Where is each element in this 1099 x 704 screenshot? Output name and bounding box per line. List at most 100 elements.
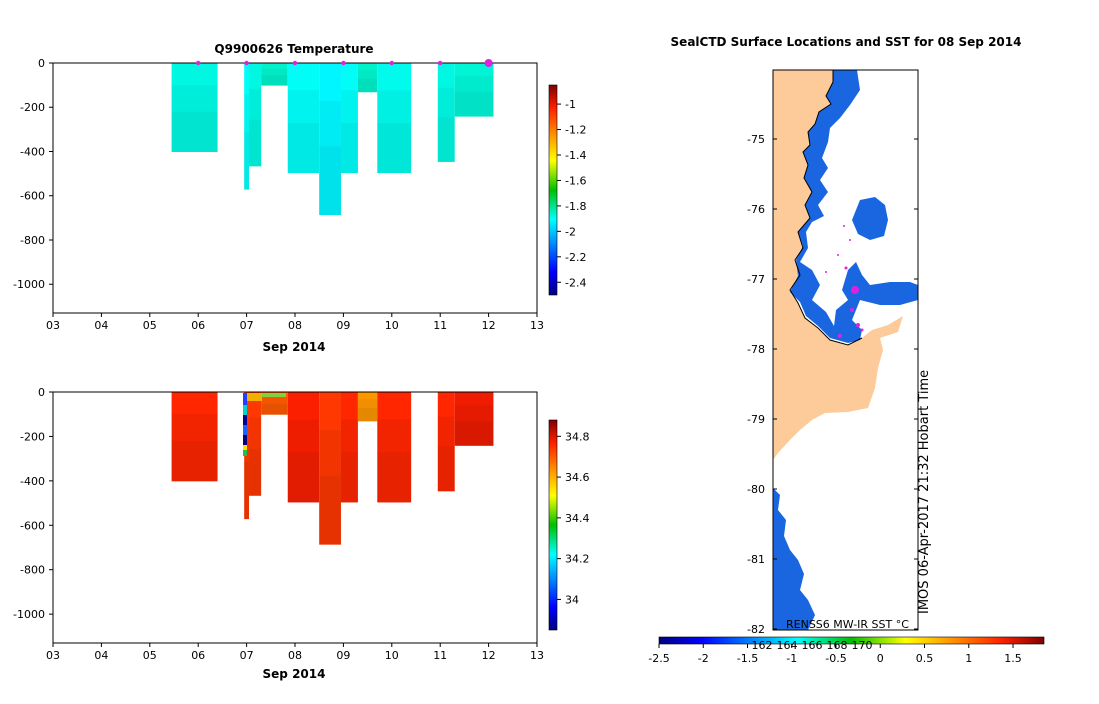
colorbar-tick-label: -2 xyxy=(565,225,576,238)
y-tick-label: -200 xyxy=(20,101,45,114)
profile-bar xyxy=(319,63,341,216)
profile-bar xyxy=(437,63,455,162)
coastline xyxy=(789,70,863,346)
map-panel: SealCTD Surface Locations and SST for 08… xyxy=(648,35,1045,665)
lat-tick-label: -81 xyxy=(747,553,765,566)
sst-tick-label: -1.5 xyxy=(737,652,758,665)
x-tick-label: 05 xyxy=(143,319,157,332)
y-tick-label: -400 xyxy=(20,475,45,488)
lat-tick-label: -75 xyxy=(747,133,765,146)
y-tick-label: -800 xyxy=(20,234,45,247)
sst-tick-label: 1 xyxy=(965,652,972,665)
x-tick-label: 07 xyxy=(240,649,254,662)
x-tick-label: 03 xyxy=(46,649,60,662)
lat-tick-label: -80 xyxy=(747,483,765,496)
profile-bar xyxy=(340,63,358,174)
x-tick-label: 04 xyxy=(94,319,108,332)
profile-bar xyxy=(319,392,341,545)
x-tick-label: 12 xyxy=(482,319,496,332)
salinity-y-ticks: 0 -200 -400 -600 -800 -1000 xyxy=(13,386,53,621)
colorbar-tick-label: -1.6 xyxy=(565,174,586,187)
map-frame xyxy=(772,69,919,631)
sst-tick-label: -0.5 xyxy=(825,652,846,665)
surface-marker xyxy=(244,60,249,66)
sst-tick-label: 1.5 xyxy=(1004,652,1022,665)
salinity-x-ticks: 03 04 05 06 07 08 09 10 11 12 13 xyxy=(46,643,544,662)
x-tick-label: 12 xyxy=(482,649,496,662)
lat-tick-label: -82 xyxy=(747,623,765,636)
sst-tick-label: -1 xyxy=(786,652,797,665)
surface-marker xyxy=(292,60,298,66)
x-tick-label: 07 xyxy=(240,319,254,332)
sst-inner-tick-label: 170 xyxy=(852,639,873,652)
map-colorbar-inner-ticks: 162 164 166 168 170 xyxy=(752,639,873,652)
colorbar-tick-label: 34.2 xyxy=(565,553,590,566)
temperature-x-label: Sep 2014 xyxy=(263,340,326,354)
y-tick-label: -1000 xyxy=(13,608,45,621)
map-title: SealCTD Surface Locations and SST for 08… xyxy=(671,35,1022,49)
y-tick-label: 0 xyxy=(38,57,45,70)
x-tick-label: 10 xyxy=(385,649,399,662)
sea-ice-coast xyxy=(790,70,918,343)
sst-inner-tick-label: 162 xyxy=(752,639,773,652)
x-tick-label: 10 xyxy=(385,319,399,332)
lat-tick-label: -77 xyxy=(747,273,765,286)
y-tick-label: 0 xyxy=(38,386,45,399)
surface-marker xyxy=(341,60,346,66)
temperature-title: Q9900626 Temperature xyxy=(214,42,373,56)
salinity-colorbar-ticks: 34.8 34.6 34.4 34.2 34 xyxy=(557,430,590,606)
profile-bar xyxy=(171,63,218,152)
map-area xyxy=(772,69,919,631)
sst-tick-label: -2 xyxy=(698,652,709,665)
y-tick-label: -600 xyxy=(20,190,45,203)
map-colorbar xyxy=(658,636,1045,645)
temperature-profiles xyxy=(171,63,494,216)
temperature-colorbar xyxy=(548,84,558,296)
profile-bar xyxy=(287,392,320,503)
x-tick-label: 11 xyxy=(433,319,447,332)
y-tick-label: -800 xyxy=(20,564,45,577)
colorbar-tick-label: -2.2 xyxy=(565,251,586,264)
x-tick-label: 08 xyxy=(288,649,302,662)
x-tick-label: 03 xyxy=(46,319,60,332)
salinity-x-label: Sep 2014 xyxy=(263,667,326,681)
x-tick-label: 09 xyxy=(336,649,350,662)
sst-tick-label: -2.5 xyxy=(648,652,669,665)
profile-bar xyxy=(357,63,378,93)
salinity-profiles xyxy=(171,392,494,545)
map-lat-ticks: -75 -76 -77 -78 -79 -80 -81 -82 xyxy=(747,133,918,636)
temperature-panel: Q9900626 Temperature 03 04 05 06 07 08 09 10 11 1… xyxy=(13,42,586,354)
surface-marker xyxy=(438,60,443,66)
profile-bar xyxy=(377,392,412,503)
y-tick-label: -600 xyxy=(20,519,45,532)
x-tick-label: 13 xyxy=(530,649,544,662)
polynya-patch xyxy=(852,197,888,240)
surface-marker xyxy=(196,60,201,66)
salinity-panel: 03 04 05 06 07 08 09 10 11 12 13 0 -200 -400 -600 -800… xyxy=(13,386,589,681)
sst-inner-tick-label: 166 xyxy=(802,639,823,652)
x-tick-label: 11 xyxy=(433,649,447,662)
y-tick-label: -200 xyxy=(20,430,45,443)
seal-ctd-locations xyxy=(825,225,864,338)
x-tick-label: 09 xyxy=(336,319,350,332)
temperature-y-ticks: 0 -200 -400 -600 -800 -1000 xyxy=(13,57,53,291)
colorbar-tick-label: -1.8 xyxy=(565,200,586,213)
colorbar-tick-label: 34.8 xyxy=(565,430,590,443)
colorbar-tick-label: -1 xyxy=(565,98,576,111)
sst-tick-label: 0 xyxy=(877,652,884,665)
temperature-markers xyxy=(196,59,493,67)
colorbar-tick-label: -1.2 xyxy=(565,124,586,137)
profile-bar xyxy=(261,63,288,86)
lat-tick-label: -79 xyxy=(747,413,765,426)
x-tick-label: 06 xyxy=(191,649,205,662)
map-colorbar-label: RENSS6 MW-IR SST °C xyxy=(786,618,909,631)
map-colorbar-ticks: -2.5 -2 -1.5 -1 -0.5 0 0.5 1 1.5 xyxy=(648,644,1022,665)
temperature-colorbar-ticks: -1 -1.2 -1.4 -1.6 -1.8 -2 -2.2 -2.4 xyxy=(557,98,586,289)
profile-bar xyxy=(454,392,494,446)
colorbar-tick-label: 34 xyxy=(565,593,579,606)
profile-bar xyxy=(287,63,320,174)
salinity-surface-detail xyxy=(243,393,286,456)
map-side-label: IMOS 06-Apr-2017 21:32 Hobart Time xyxy=(917,370,932,614)
land-mass xyxy=(773,70,903,460)
x-tick-label: 08 xyxy=(288,319,302,332)
